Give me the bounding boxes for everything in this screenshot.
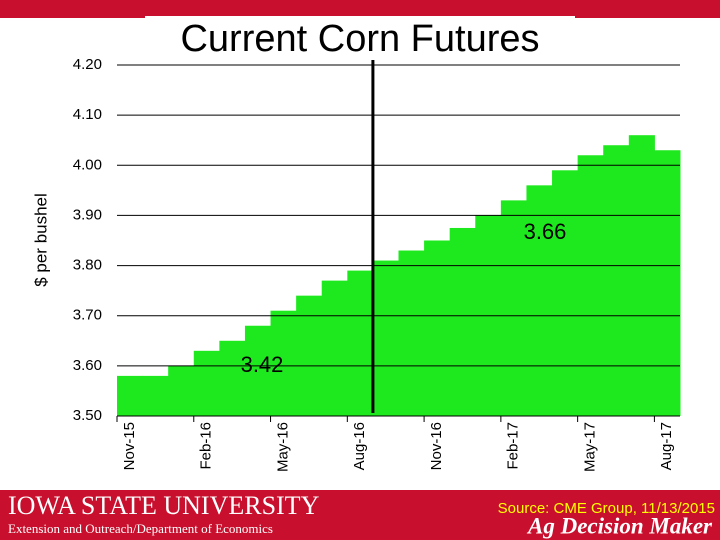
brand: Ag Decision Maker [526, 513, 713, 538]
y-tick-label: 3.80 [73, 257, 102, 274]
bar [168, 365, 195, 416]
annotation: 3.42 [241, 352, 284, 377]
bar [552, 170, 579, 416]
y-tick-label: 3.90 [73, 206, 102, 223]
chart-title: Current Corn Futures [180, 18, 539, 60]
annotation: 3.66 [524, 219, 567, 244]
bar [347, 270, 374, 416]
bar [117, 375, 144, 416]
footer-banner [0, 490, 720, 540]
x-tick-label: Aug-16 [351, 422, 368, 470]
y-axis-label: $ per bushel [31, 193, 50, 287]
x-tick-label: Aug-17 [658, 422, 675, 470]
source: Source: CME Group, 11/13/2015 [498, 500, 715, 517]
bar [321, 280, 348, 416]
bar [219, 340, 246, 416]
y-tick-label: 4.00 [73, 156, 102, 173]
x-tick-label: Feb-17 [505, 422, 522, 470]
x-tick-label: Nov-16 [428, 422, 445, 470]
bar [603, 145, 630, 416]
top-strip [0, 0, 720, 18]
x-tick-label: May-17 [581, 422, 598, 472]
x-tick-label: Nov-15 [121, 422, 138, 470]
bar [654, 150, 681, 416]
title-backdrop [145, 16, 575, 64]
y-tick-label: 4.10 [73, 106, 102, 123]
bar [193, 350, 220, 416]
bar [296, 295, 323, 416]
plot: 3.50 3.60 3.70 3.80 3.90 4.00 4.10 4.20 Nov-15 Fe… [73, 56, 681, 472]
bar [577, 155, 604, 416]
bar [398, 250, 425, 416]
university-name: Iowa State University [8, 491, 320, 520]
x-tick-label: May-16 [274, 422, 291, 472]
y-tick-label: 3.50 [73, 407, 102, 424]
bar [244, 325, 272, 416]
y-tick-label: 4.20 [73, 56, 102, 73]
bar [526, 185, 553, 416]
bar [270, 310, 297, 416]
bar [424, 240, 451, 416]
y-tick-label: 3.60 [73, 357, 102, 374]
department: Extension and Outreach/Department of Eco… [8, 521, 273, 536]
bar [628, 135, 655, 416]
x-tick-label: Feb-16 [198, 422, 215, 470]
y-tick-label: 3.70 [73, 307, 102, 324]
bar [142, 375, 169, 416]
bar [500, 200, 527, 416]
bar [449, 227, 476, 416]
bar [372, 260, 399, 416]
